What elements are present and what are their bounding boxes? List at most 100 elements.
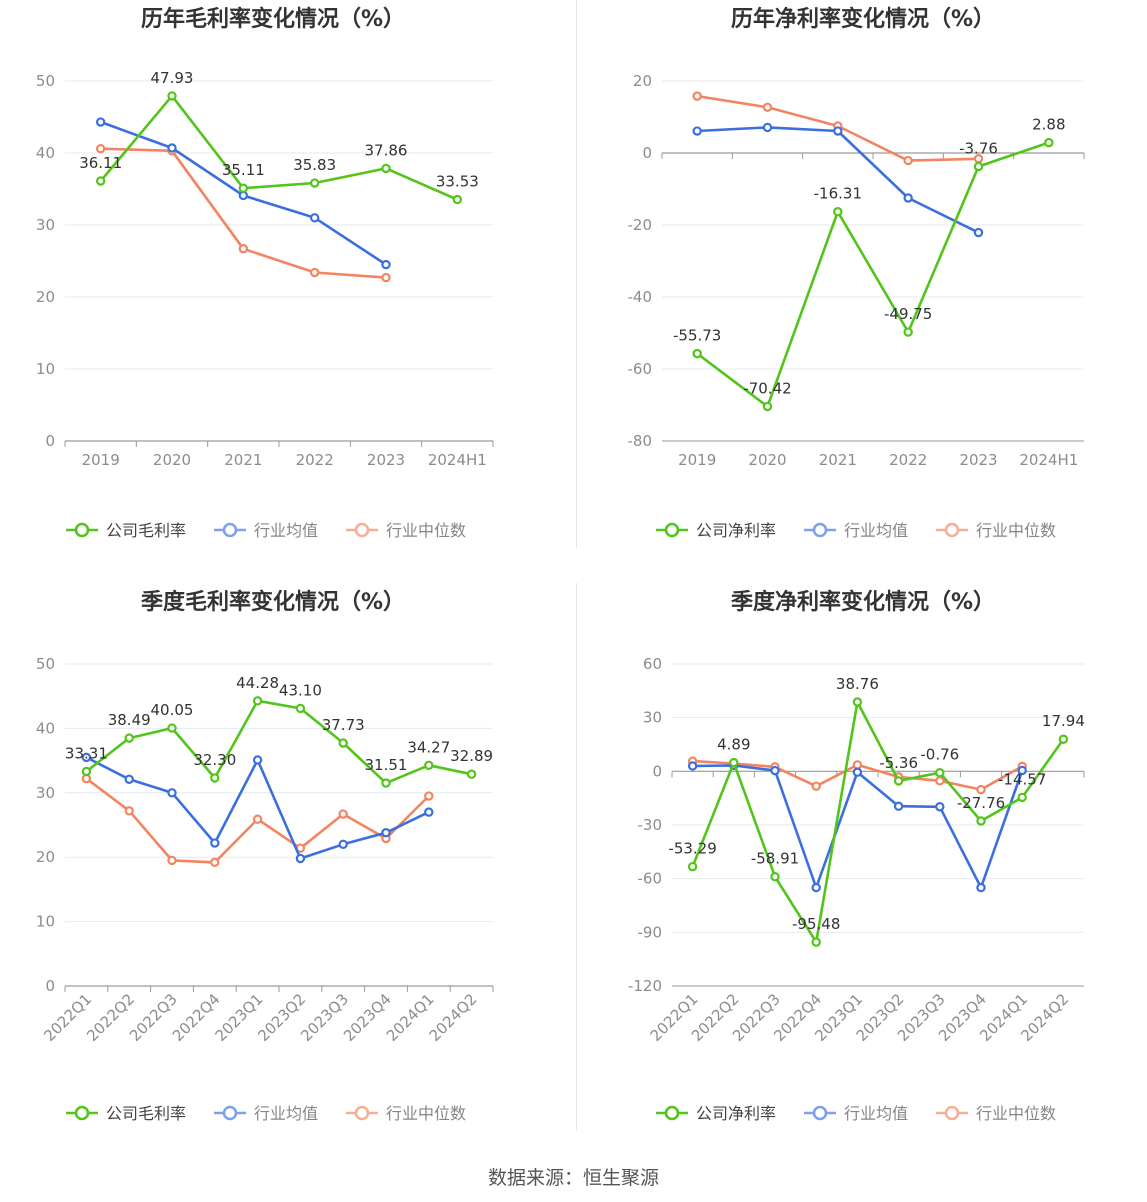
panel-divider-top (576, 0, 577, 548)
data-point-company (295, 703, 306, 714)
data-point-industry_avg (692, 126, 702, 136)
legend-item-industry_median: 行业中位数 (936, 521, 1056, 540)
legend-swatch-marker (812, 1105, 828, 1121)
data-point-company (95, 176, 106, 186)
data-point-company (124, 733, 134, 743)
data-label: -3.76 (959, 140, 998, 158)
y-tick-label: 30 (36, 216, 55, 234)
y-tick-label: -40 (628, 288, 653, 306)
data-point-company (452, 194, 463, 205)
data-point-industry_avg (95, 117, 106, 127)
legend-swatch-marker (222, 522, 238, 538)
data-point-industry_avg (381, 828, 391, 838)
legend-swatch-marker (664, 522, 680, 538)
data-point-company (1058, 734, 1069, 744)
legend-item-company: 公司净利率 (656, 521, 776, 540)
data-label: 33.53 (436, 173, 479, 191)
y-tick-label: 0 (652, 762, 662, 780)
y-tick-label: -30 (638, 816, 663, 834)
legend-swatch-marker (944, 522, 960, 538)
data-label: -5.36 (879, 754, 918, 772)
data-point-industry_avg (935, 802, 945, 812)
y-tick-label: 50 (36, 72, 55, 90)
data-label: -27.76 (957, 794, 1005, 812)
data-label: -58.91 (751, 850, 799, 868)
chart-annual-gross-margin: 历年毛利率变化情况（%） 0 10 20 30 40 50 2019 2020 2021 2022 2… (0, 0, 573, 575)
data-point-company (762, 401, 773, 412)
data-point-industry_avg (976, 882, 986, 893)
x-tick-label: 2021 (819, 451, 857, 469)
data-label: -49.75 (884, 305, 932, 323)
data-point-company (903, 327, 913, 337)
data-point-company (770, 872, 780, 882)
chart-title: 历年净利率变化情况（%） (731, 6, 995, 32)
data-point-industry_median (692, 91, 702, 101)
data-label: -0.76 (920, 746, 959, 764)
data-label: 31.51 (365, 756, 408, 774)
y-tick-label: 50 (36, 655, 55, 673)
data-point-industry_median (309, 267, 320, 278)
data-label: 38.76 (836, 675, 879, 693)
x-tick-label: 2022 (889, 451, 927, 469)
data-point-industry_avg (973, 227, 984, 238)
y-tick-label: 30 (36, 784, 55, 802)
x-tick-label: 2024Q2 (426, 990, 481, 1045)
data-point-industry_median (95, 143, 106, 154)
legend-label: 公司净利率 (696, 521, 776, 540)
data-label: -70.42 (743, 380, 791, 398)
x-tick-label: 2023 (959, 451, 997, 469)
data-label: 32.30 (193, 751, 236, 769)
data-point-industry_avg (167, 143, 177, 153)
legend-label: 行业均值 (844, 1104, 908, 1123)
data-source-note: 数据来源：恒生聚源 (487, 1167, 659, 1189)
panel-divider-bottom (576, 583, 577, 1131)
chart-annual-gross-margin-svg: 历年毛利率变化情况（%） 0 10 20 30 40 50 2019 2020 2021 2022 2… (36, 6, 494, 540)
x-tick-label: 2024H1 (1019, 451, 1078, 469)
data-point-industry_avg (852, 767, 863, 777)
legend-label: 公司毛利率 (106, 521, 186, 540)
data-point-industry_avg (770, 765, 780, 776)
data-point-industry_avg (1017, 765, 1027, 776)
data-label: 4.89 (717, 736, 750, 754)
y-tick-label: 0 (45, 977, 55, 995)
data-label: 17.94 (1042, 712, 1085, 730)
data-label: -14.57 (998, 770, 1046, 788)
data-point-industry_median (935, 776, 945, 786)
data-point-industry_avg (762, 122, 773, 133)
chart-quarterly-gross-margin-svg: 季度毛利率变化情况（%）010203040502022Q12022Q22022Q… (36, 589, 494, 1123)
legend-label: 行业均值 (844, 521, 908, 540)
legend-label: 行业均值 (254, 521, 318, 540)
y-tick-label: -60 (638, 870, 663, 888)
y-tick-label: 0 (642, 144, 652, 162)
legend-label: 行业中位数 (976, 1104, 1056, 1123)
data-point-industry_median (238, 244, 249, 254)
data-label: 35.11 (222, 161, 265, 179)
data-point-company (238, 183, 249, 193)
data-point-industry_median (167, 855, 177, 866)
chart-quarterly-net-margin: 季度净利率变化情况（%） -120 -90 -60 -30 0 30 60 2022Q1 2022… (590, 583, 1147, 1158)
data-point-company (811, 937, 821, 947)
y-tick-label: 20 (633, 72, 652, 90)
legend-swatch-marker (74, 1105, 90, 1121)
legend-item-company: 公司净利率 (656, 1104, 776, 1123)
y-tick-label: 30 (643, 709, 662, 727)
legend-swatch-marker (664, 1105, 680, 1121)
data-label: 38.49 (108, 711, 151, 729)
data-label: 2.88 (1032, 116, 1065, 134)
legend-label: 公司净利率 (696, 1104, 776, 1123)
data-point-company (976, 816, 986, 826)
x-tick-label: 2024H1 (428, 451, 487, 469)
data-label: 37.73 (322, 716, 365, 734)
chart-title: 季度净利率变化情况（%） (731, 589, 995, 615)
data-point-company (81, 766, 92, 777)
y-tick-label: -60 (628, 360, 653, 378)
series-line-company (99, 94, 458, 201)
series-line-company (696, 141, 1050, 408)
data-point-industry_avg (81, 752, 92, 763)
data-point-industry_median (338, 809, 348, 819)
data-point-company (973, 161, 984, 172)
legend-item-industry_avg: 行业均值 (214, 1104, 318, 1123)
data-point-industry_avg (893, 801, 904, 811)
legend-item-industry_median: 行业中位数 (346, 521, 466, 540)
y-tick-label: 40 (36, 144, 55, 162)
